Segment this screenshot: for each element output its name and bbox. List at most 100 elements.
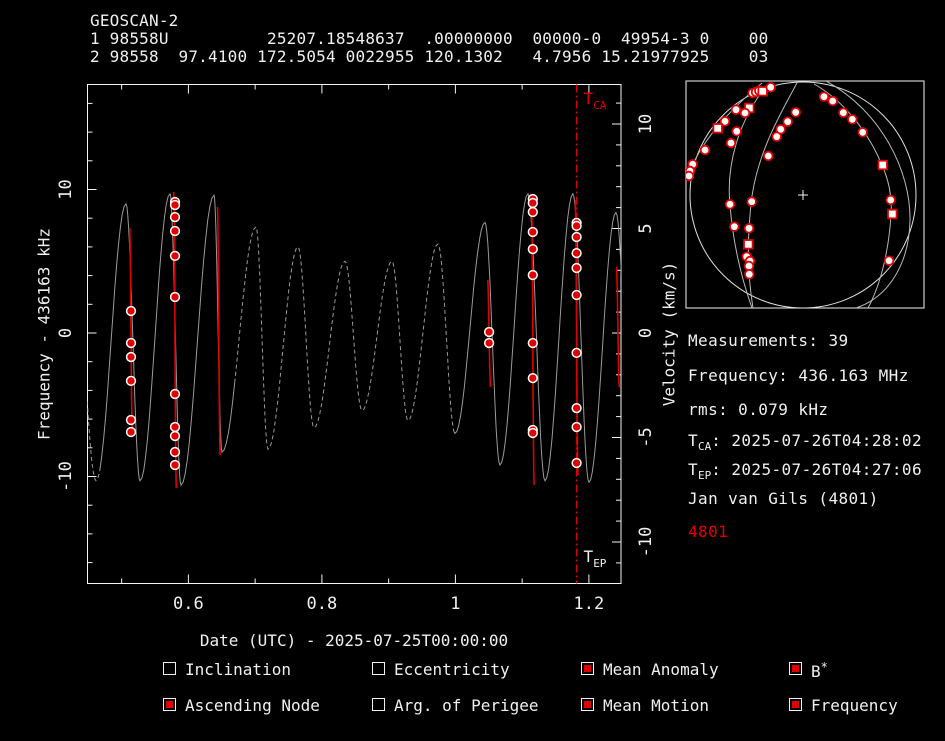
checkbox-box-icon[interactable] bbox=[372, 698, 385, 711]
satellite-name: GEOSCAN-2 bbox=[90, 11, 179, 30]
measurement-point bbox=[169, 250, 181, 262]
fit-frequency: Frequency: 436.163 MHz bbox=[688, 366, 909, 385]
sky-measurement-point bbox=[838, 107, 849, 118]
model-curve bbox=[99, 192, 236, 487]
checkbox-box-icon[interactable] bbox=[163, 662, 176, 675]
sky-measurement-point bbox=[827, 95, 838, 107]
sky-measurement-point bbox=[746, 196, 757, 207]
doppler-plot[interactable]: 0.6 0.8 1 1.2 -10 0 10 -10 -5 0 5 10 Frequency - 436… bbox=[35, 84, 679, 651]
sky-measurement-point bbox=[739, 107, 751, 119]
pass-model-segment bbox=[128, 228, 134, 434]
measurement-point bbox=[169, 421, 181, 433]
checkbox-checked-icon bbox=[584, 665, 591, 672]
measurement-point bbox=[169, 388, 181, 400]
sky-view-content bbox=[686, 81, 917, 308]
tca-subscript: CA bbox=[698, 440, 712, 454]
tep-marker-label: TEP bbox=[584, 547, 607, 570]
checkbox-label-superscript: * bbox=[820, 660, 828, 674]
checkbox-label-text: B bbox=[811, 662, 821, 681]
sky-view-plot[interactable] bbox=[685, 80, 925, 309]
fit-rms: rms: 0.079 kHz bbox=[688, 400, 829, 419]
sky-measurement-point bbox=[743, 223, 755, 234]
checkbox-label-text: Mean Motion bbox=[603, 696, 709, 715]
checkbox-checked-icon bbox=[584, 701, 591, 708]
y-axis-title-left: Frequency - 436163 kHz bbox=[35, 228, 54, 440]
checkbox-box-icon[interactable] bbox=[789, 662, 802, 675]
tep-value: : 2025-07-26T04:27:06 bbox=[711, 460, 922, 479]
sky-measurement-point bbox=[724, 199, 736, 210]
freq-tick-label: -10 bbox=[56, 461, 76, 492]
checkbox-label-text: Mean Anomaly bbox=[603, 660, 719, 679]
vel-tick-label: -10 bbox=[636, 527, 656, 558]
checkbox-box-icon[interactable] bbox=[163, 698, 176, 711]
checkbox-label-text: Eccentricity bbox=[394, 660, 510, 679]
tca-marker-label: TCA bbox=[584, 89, 607, 112]
x-tick-label: 0.6 bbox=[173, 594, 204, 614]
measurement-point bbox=[527, 206, 538, 218]
sky-measurement-point bbox=[686, 170, 695, 182]
measurement-point bbox=[571, 220, 582, 232]
sky-measurement-point bbox=[725, 137, 737, 149]
tca-time: TCA: 2025-07-26T04:28:02 bbox=[688, 431, 945, 453]
sky-measurement-point bbox=[782, 116, 793, 127]
measurement-point bbox=[125, 375, 137, 387]
measurement-point bbox=[169, 291, 181, 303]
sky-measurement-square bbox=[743, 239, 754, 250]
tle-line-2: 2 98558 97.4100 172.5054 0022955 120.130… bbox=[90, 47, 769, 66]
vel-tick-label: 0 bbox=[636, 328, 656, 338]
measurement-point bbox=[125, 351, 137, 363]
tep-symbol: T bbox=[688, 460, 699, 479]
sky-measurement-point bbox=[763, 150, 774, 162]
measurement-point bbox=[527, 243, 538, 255]
measurement-point bbox=[571, 289, 582, 301]
measurement-point bbox=[571, 421, 582, 433]
checkbox-label-text: Frequency bbox=[811, 696, 898, 715]
checkbox-label: Frequency bbox=[811, 696, 898, 715]
sky-measurement-point bbox=[883, 255, 895, 266]
pass-model-segment bbox=[615, 266, 620, 388]
measurement-point bbox=[125, 426, 137, 438]
measurements-count: Measurements: 39 bbox=[688, 331, 849, 350]
measurement-point bbox=[169, 446, 181, 458]
measurement-point bbox=[169, 211, 181, 223]
sky-measurement-point bbox=[729, 221, 740, 232]
observer-name: Jan van Gils (4801) bbox=[688, 489, 879, 508]
sky-measurement-point bbox=[743, 260, 755, 272]
x-axis-ticks bbox=[121, 84, 590, 584]
sky-measurement-square bbox=[712, 123, 723, 134]
measurement-point bbox=[571, 347, 582, 359]
checkbox-label-text: Arg. of Perigee bbox=[394, 696, 539, 715]
freq-tick-label: 10 bbox=[56, 179, 76, 199]
measurement-point bbox=[571, 262, 582, 274]
sky-measurement-point bbox=[731, 126, 742, 137]
checkbox-box-icon[interactable] bbox=[789, 698, 802, 711]
checkbox-label: Inclination bbox=[185, 660, 291, 679]
checkbox-box-icon[interactable] bbox=[372, 662, 385, 675]
checkbox-box-icon[interactable] bbox=[581, 698, 594, 711]
velocity-axis-ticks bbox=[612, 102, 621, 564]
tca-value: : 2025-07-26T04:28:02 bbox=[711, 431, 922, 450]
checkbox-checked-icon bbox=[792, 701, 799, 708]
checkbox-box-icon[interactable] bbox=[581, 662, 594, 675]
sky-measurement-square bbox=[757, 86, 768, 97]
sky-measurement-point bbox=[818, 91, 830, 102]
freq-axis-ticks bbox=[87, 102, 97, 564]
horizon-circle bbox=[689, 81, 917, 308]
measurement-point bbox=[125, 305, 137, 317]
satellite-track bbox=[747, 81, 799, 308]
measurement-point bbox=[527, 269, 538, 281]
sky-measurement-point bbox=[744, 269, 755, 280]
sky-measurement-point bbox=[730, 104, 742, 115]
model-curve-dashed bbox=[234, 225, 455, 451]
measurement-point bbox=[527, 427, 538, 439]
pass-model-segment bbox=[216, 206, 221, 456]
checkbox-checked-icon bbox=[792, 665, 799, 672]
freq-tick-label: 0 bbox=[56, 328, 76, 338]
site-id: 4801 bbox=[688, 522, 729, 541]
model-curve-dashed bbox=[87, 396, 101, 482]
sky-measurement-square bbox=[877, 159, 888, 171]
measurement-point bbox=[527, 226, 538, 238]
checkbox-label: B* bbox=[811, 660, 828, 681]
measurement-point bbox=[571, 247, 582, 259]
